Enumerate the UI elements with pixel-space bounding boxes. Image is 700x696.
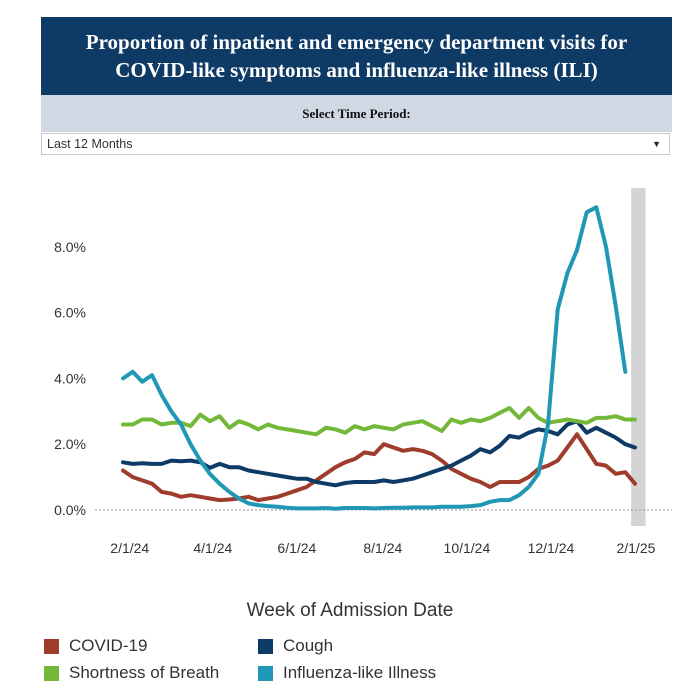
y-tick-label: 4.0% (54, 370, 86, 386)
legend-label-influenza-like-illness: Influenza-like Illness (283, 663, 437, 682)
y-tick-label: 2.0% (54, 436, 86, 452)
legend-label-cough: Cough (283, 636, 334, 655)
caret-down-icon: ▼ (652, 139, 661, 149)
line-chart: 0.0% 2.0% 4.0% 6.0% 8.0% 2/1/24 4/1/24 6/1/24 8/… (54, 188, 672, 556)
x-tick-label: 10/1/24 (444, 540, 491, 556)
time-period-bar: Select Time Period: (41, 95, 672, 132)
latest-week-highlight (631, 188, 646, 526)
title-line-2: COVID-like symptoms and influenza-like i… (115, 58, 598, 82)
legend-swatch-shortness-of-breath (44, 665, 59, 681)
series-line-influenza-like-illness[interactable] (121, 205, 628, 511)
time-period-label: Select Time Period: (302, 105, 411, 121)
legend-swatch-influenza-like-illness (258, 665, 273, 681)
x-tick-label: 2/1/24 (110, 540, 149, 556)
x-tick-label: 2/1/25 (616, 540, 655, 556)
legend-item-shortness-of-breath[interactable]: Shortness of Breath (44, 663, 219, 683)
legend-item-influenza-like-illness[interactable]: Influenza-like Illness (258, 663, 436, 683)
legend: COVID-19 Cough Shortness of Breath Influ… (44, 636, 684, 694)
legend-label-covid-19: COVID-19 (69, 636, 148, 655)
time-period-value: Last 12 Months (47, 137, 133, 151)
x-axis-title: Week of Admission Date (246, 600, 454, 621)
title-line-1: Proportion of inpatient and emergency de… (85, 30, 628, 54)
legend-label-shortness-of-breath: Shortness of Breath (69, 663, 220, 682)
legend-item-covid-19[interactable]: COVID-19 (44, 636, 147, 656)
x-tick-label: 8/1/24 (363, 540, 402, 556)
y-tick-label: 6.0% (54, 305, 86, 321)
title-banner: Proportion of inpatient and emergency de… (41, 17, 672, 95)
x-tick-label: 12/1/24 (528, 540, 575, 556)
y-tick-label: 8.0% (54, 239, 86, 255)
time-period-select[interactable]: Last 12 Months ▼ (41, 133, 670, 155)
series-line-covid-19[interactable] (121, 432, 637, 503)
y-tick-label: 0.0% (54, 502, 86, 518)
legend-swatch-cough (258, 638, 273, 654)
x-tick-label: 6/1/24 (277, 540, 316, 556)
legend-item-cough[interactable]: Cough (258, 636, 333, 656)
series-line-shortness-of-breath[interactable] (121, 406, 637, 437)
series-line-cough[interactable] (121, 419, 637, 488)
chart-title: Proportion of inpatient and emergency de… (78, 28, 635, 84)
legend-swatch-covid-19 (44, 638, 59, 654)
x-tick-label: 4/1/24 (193, 540, 232, 556)
